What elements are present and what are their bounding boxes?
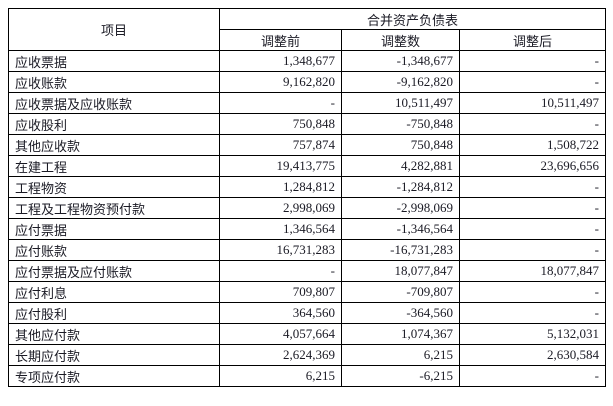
table-row: 其他应付款 4,057,664 1,074,367 5,132,031 [8, 323, 606, 345]
table-row: 在建工程 19,413,775 4,282,881 23,696,656 [8, 155, 606, 177]
adjustment-value-cell: 1,074,367 [341, 323, 460, 345]
before-value-cell: 19,413,775 [219, 155, 342, 177]
before-value-cell: 750,848 [219, 113, 342, 135]
after-value-cell: - [459, 302, 606, 324]
before-value-cell: 1,284,812 [219, 176, 342, 198]
adjustment-value-cell: 750,848 [341, 134, 460, 156]
row-item-cell: 在建工程 [8, 155, 220, 177]
table-row: 应收票据 1,348,677 -1,348,677- [8, 50, 606, 72]
before-value-cell: 709,807 [219, 281, 342, 303]
before-value-cell: 364,560 [219, 302, 342, 324]
subheader-adjustment: 调整数 [341, 29, 460, 51]
adjustment-value-cell: 4,282,881 [341, 155, 460, 177]
adjustment-value-cell: -6,215 [341, 365, 460, 387]
before-value-cell: - [219, 92, 342, 114]
balance-sheet-adjustment-table: 项目 合并资产负债表 调整前 调整数 调整后 应收票据 1,348,677 -1,3… [8, 8, 606, 387]
table-row: 应付账款 16,731,283 -16,731,283- [8, 239, 606, 261]
before-value-cell: 4,057,664 [219, 323, 342, 345]
table-header: 项目 合并资产负债表 调整前 调整数 调整后 [8, 8, 606, 51]
row-item-cell: 长期应付款 [8, 344, 220, 366]
adjustment-value-cell: 10,511,497 [341, 92, 460, 114]
table-body: 应收票据 1,348,677 -1,348,677- 应收账款 9,162,820 -9,… [8, 50, 606, 387]
after-value-cell: - [459, 281, 606, 303]
before-value-cell: 2,998,069 [219, 197, 342, 219]
row-item-cell: 应收票据 [8, 50, 220, 72]
after-value-cell: 2,630,584 [459, 344, 606, 366]
row-item-cell: 应收票据及应收账款 [8, 92, 220, 114]
adjustment-value-cell: -16,731,283 [341, 239, 460, 261]
subheader-after: 调整后 [459, 29, 606, 51]
table-row: 应收票据及应收账款 -10,511,497 10,511,497 [8, 92, 606, 114]
after-value-cell: 18,077,847 [459, 260, 606, 282]
before-value-cell: 2,624,369 [219, 344, 342, 366]
after-value-cell: - [459, 71, 606, 93]
table-row: 应付利息 709,807 -709,807- [8, 281, 606, 303]
table-row: 其他应收款 757,874 750,848 1,508,722 [8, 134, 606, 156]
row-item-cell: 应付利息 [8, 281, 220, 303]
row-item-cell: 应付票据 [8, 218, 220, 240]
after-value-cell: - [459, 176, 606, 198]
row-item-cell: 应付股利 [8, 302, 220, 324]
row-item-cell: 应收账款 [8, 71, 220, 93]
table-row: 长期应付款 2,624,369 6,215 2,630,584 [8, 344, 606, 366]
adjustment-value-cell: 18,077,847 [341, 260, 460, 282]
adjustment-value-cell: -1,284,812 [341, 176, 460, 198]
adjustment-value-cell: -750,848 [341, 113, 460, 135]
adjustment-value-cell: -1,348,677 [341, 50, 460, 72]
row-item-cell: 工程物资 [8, 176, 220, 198]
subheader-before: 调整前 [219, 29, 342, 51]
before-value-cell: 1,346,564 [219, 218, 342, 240]
adjustment-value-cell: -2,998,069 [341, 197, 460, 219]
row-item-cell: 工程及工程物资预付款 [8, 197, 220, 219]
row-item-cell: 其他应付款 [8, 323, 220, 345]
after-value-cell: - [459, 218, 606, 240]
row-item-cell: 专项应付款 [8, 365, 220, 387]
after-value-cell: - [459, 113, 606, 135]
before-value-cell: - [219, 260, 342, 282]
group-column-header: 合并资产负债表 [219, 8, 606, 30]
row-item-cell: 应付票据及应付账款 [8, 260, 220, 282]
row-item-cell: 应付账款 [8, 239, 220, 261]
after-value-cell: 23,696,656 [459, 155, 606, 177]
after-value-cell: - [459, 50, 606, 72]
table-row: 专项应付款 6,215 -6,215- [8, 365, 606, 387]
after-value-cell: - [459, 239, 606, 261]
table-row: 应付股利 364,560 -364,560- [8, 302, 606, 324]
table-row: 工程物资 1,284,812 -1,284,812- [8, 176, 606, 198]
header-row-group: 项目 合并资产负债表 [8, 8, 606, 51]
adjustment-value-cell: -1,346,564 [341, 218, 460, 240]
table-row: 应付票据及应付账款 -18,077,847 18,077,847 [8, 260, 606, 282]
adjustment-value-cell: -709,807 [341, 281, 460, 303]
before-value-cell: 1,348,677 [219, 50, 342, 72]
table-row: 应收账款 9,162,820 -9,162,820- [8, 71, 606, 93]
table-row: 应付票据 1,346,564 -1,346,564- [8, 218, 606, 240]
table-row: 工程及工程物资预付款 2,998,069 -2,998,069- [8, 197, 606, 219]
item-column-header: 项目 [8, 8, 220, 51]
after-value-cell: - [459, 365, 606, 387]
table-row: 应收股利 750,848 -750,848- [8, 113, 606, 135]
adjustment-value-cell: 6,215 [341, 344, 460, 366]
adjustment-value-cell: -364,560 [341, 302, 460, 324]
adjustment-value-cell: -9,162,820 [341, 71, 460, 93]
after-value-cell: 10,511,497 [459, 92, 606, 114]
before-value-cell: 757,874 [219, 134, 342, 156]
before-value-cell: 6,215 [219, 365, 342, 387]
after-value-cell: 5,132,031 [459, 323, 606, 345]
before-value-cell: 16,731,283 [219, 239, 342, 261]
after-value-cell: - [459, 197, 606, 219]
before-value-cell: 9,162,820 [219, 71, 342, 93]
after-value-cell: 1,508,722 [459, 134, 606, 156]
row-item-cell: 应收股利 [8, 113, 220, 135]
row-item-cell: 其他应收款 [8, 134, 220, 156]
